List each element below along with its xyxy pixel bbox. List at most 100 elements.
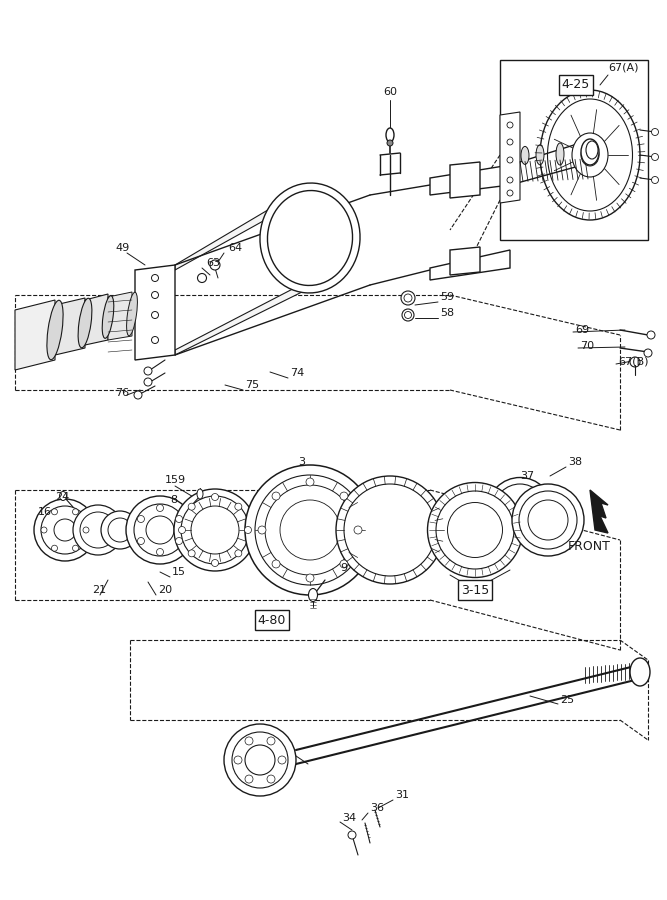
Text: 75: 75 xyxy=(245,380,259,390)
Ellipse shape xyxy=(188,550,195,557)
Ellipse shape xyxy=(340,560,348,568)
Ellipse shape xyxy=(404,294,412,302)
Ellipse shape xyxy=(41,506,89,554)
Text: 3-15: 3-15 xyxy=(461,583,489,597)
Ellipse shape xyxy=(309,589,317,601)
Ellipse shape xyxy=(528,500,568,540)
Ellipse shape xyxy=(78,298,92,347)
Ellipse shape xyxy=(245,465,375,595)
Ellipse shape xyxy=(210,260,220,270)
Ellipse shape xyxy=(507,139,513,145)
Ellipse shape xyxy=(647,331,655,339)
Text: 25: 25 xyxy=(560,695,574,705)
Ellipse shape xyxy=(402,309,414,321)
Ellipse shape xyxy=(507,190,513,196)
Ellipse shape xyxy=(211,560,219,566)
Ellipse shape xyxy=(245,745,275,775)
Ellipse shape xyxy=(644,349,652,357)
Ellipse shape xyxy=(83,527,89,533)
Ellipse shape xyxy=(652,129,658,136)
Ellipse shape xyxy=(428,482,522,578)
Ellipse shape xyxy=(235,550,242,557)
Polygon shape xyxy=(135,265,175,360)
Ellipse shape xyxy=(151,274,159,282)
Ellipse shape xyxy=(134,504,186,556)
Ellipse shape xyxy=(175,537,183,544)
Ellipse shape xyxy=(235,503,242,510)
Polygon shape xyxy=(430,165,510,195)
Ellipse shape xyxy=(401,291,415,305)
Ellipse shape xyxy=(354,526,362,534)
Ellipse shape xyxy=(521,147,529,165)
Text: 21: 21 xyxy=(92,585,106,595)
Polygon shape xyxy=(108,292,132,340)
Ellipse shape xyxy=(146,516,174,544)
Ellipse shape xyxy=(507,177,513,183)
Text: 49: 49 xyxy=(115,243,129,253)
Ellipse shape xyxy=(278,756,286,764)
Ellipse shape xyxy=(144,367,152,375)
Ellipse shape xyxy=(581,139,599,165)
Ellipse shape xyxy=(179,526,185,534)
Text: 4-25: 4-25 xyxy=(562,78,590,92)
Ellipse shape xyxy=(73,508,79,515)
Ellipse shape xyxy=(258,526,266,534)
Text: 20: 20 xyxy=(158,585,172,595)
Text: 67(B): 67(B) xyxy=(618,357,648,367)
Text: 16: 16 xyxy=(38,507,52,517)
Text: 34: 34 xyxy=(342,813,356,823)
Ellipse shape xyxy=(556,143,564,165)
Text: 31: 31 xyxy=(395,790,409,800)
Ellipse shape xyxy=(134,391,142,399)
Ellipse shape xyxy=(404,311,412,319)
Ellipse shape xyxy=(507,157,513,163)
Ellipse shape xyxy=(507,122,513,128)
Ellipse shape xyxy=(280,500,340,560)
Ellipse shape xyxy=(536,145,544,165)
Ellipse shape xyxy=(548,99,632,211)
Ellipse shape xyxy=(73,545,79,551)
Ellipse shape xyxy=(512,484,584,556)
Text: 38: 38 xyxy=(568,457,582,467)
Ellipse shape xyxy=(260,183,360,293)
Text: 58: 58 xyxy=(440,308,454,318)
Ellipse shape xyxy=(245,775,253,783)
Text: 9: 9 xyxy=(340,563,347,573)
Ellipse shape xyxy=(272,560,280,568)
Ellipse shape xyxy=(47,301,63,360)
Ellipse shape xyxy=(448,502,502,557)
Ellipse shape xyxy=(234,756,242,764)
Ellipse shape xyxy=(267,737,275,745)
Ellipse shape xyxy=(54,519,76,541)
Ellipse shape xyxy=(197,274,207,283)
Ellipse shape xyxy=(348,831,356,839)
Ellipse shape xyxy=(652,154,658,160)
Ellipse shape xyxy=(73,505,123,555)
Text: 24: 24 xyxy=(55,492,69,502)
Ellipse shape xyxy=(336,476,444,584)
Ellipse shape xyxy=(572,133,608,177)
Ellipse shape xyxy=(197,489,203,499)
Text: 15: 15 xyxy=(172,567,186,577)
Text: 69: 69 xyxy=(575,325,589,335)
Ellipse shape xyxy=(344,484,436,576)
Ellipse shape xyxy=(137,516,145,523)
Ellipse shape xyxy=(151,292,159,299)
Text: 159: 159 xyxy=(165,475,186,485)
Ellipse shape xyxy=(59,491,67,500)
Text: 8: 8 xyxy=(170,495,177,505)
Ellipse shape xyxy=(157,548,163,555)
Ellipse shape xyxy=(127,292,137,336)
Ellipse shape xyxy=(108,518,132,542)
Ellipse shape xyxy=(211,493,219,500)
Text: 63: 63 xyxy=(206,258,220,268)
Ellipse shape xyxy=(245,737,253,745)
Text: 37: 37 xyxy=(520,471,534,481)
Ellipse shape xyxy=(267,191,353,285)
Ellipse shape xyxy=(306,574,314,582)
Polygon shape xyxy=(450,247,480,275)
Ellipse shape xyxy=(245,526,251,534)
Polygon shape xyxy=(500,112,520,203)
Ellipse shape xyxy=(137,537,145,544)
Polygon shape xyxy=(450,162,480,198)
